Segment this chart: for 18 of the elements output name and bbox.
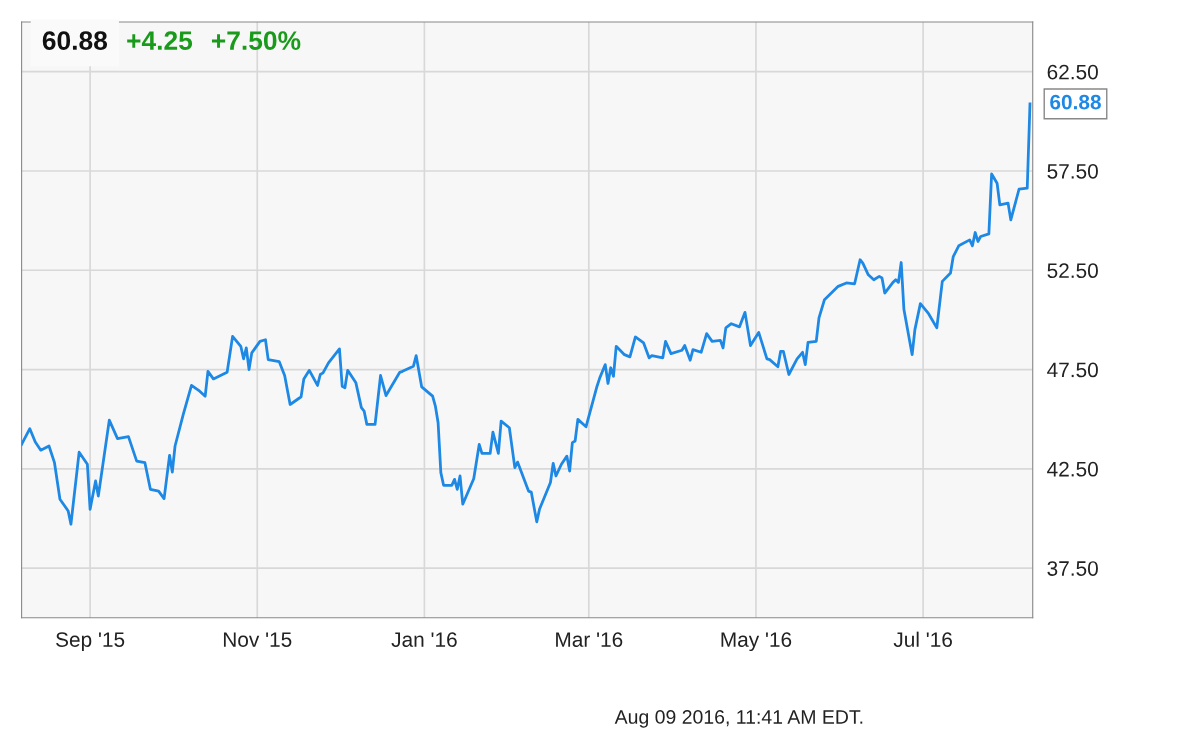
text: Aug 09 2016, 11:41 AM EDT. — [614, 710, 863, 728]
y-tick-label: 42.50 — [1047, 461, 1098, 477]
annotation: +4.25 — [127, 31, 193, 50]
y-tick-label: 37.50 — [1047, 561, 1098, 576]
chart-title: 60.88 — [42, 31, 108, 50]
x-tick-label: May '16 — [721, 632, 792, 652]
y-tick-label: 62.50 — [1047, 64, 1098, 80]
y-tick-label: 47.50 — [1047, 362, 1098, 378]
y-tick-label: 52.50 — [1047, 263, 1098, 279]
x-tick-label: Jan '16 — [391, 632, 457, 647]
x-tick-label: Nov '15 — [223, 632, 292, 647]
x-tick-label: Mar '16 — [556, 632, 623, 647]
line-series — [21, 102, 1032, 526]
annotation: 60.88 — [1050, 94, 1101, 110]
x-tick-label: Jul '16 — [893, 631, 952, 647]
x-tick-label: Sep '15 — [56, 632, 125, 652]
annotation: +7.50% — [211, 31, 301, 50]
y-tick-label: 57.50 — [1047, 163, 1098, 179]
